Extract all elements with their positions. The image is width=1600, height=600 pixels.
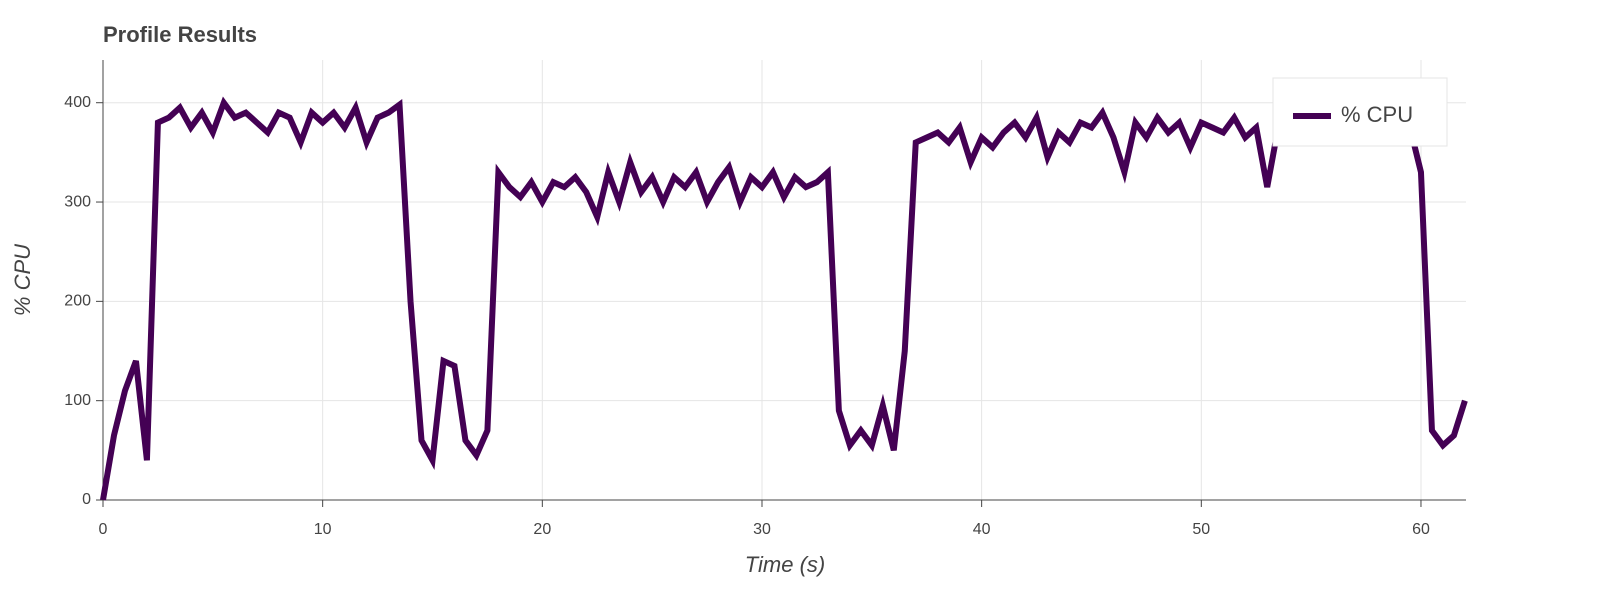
legend-label: % CPU [1341, 102, 1413, 127]
y-tick-label: 100 [64, 392, 91, 409]
y-tick-label: 200 [64, 293, 91, 310]
y-tick-label: 400 [64, 94, 91, 111]
y-tick-label: 300 [64, 193, 91, 210]
x-axis-label: Time (s) [745, 552, 825, 577]
legend-box [1272, 77, 1448, 147]
y-axis-label: % CPU [10, 244, 35, 316]
x-tick-label: 60 [1412, 521, 1430, 538]
chart-title: Profile Results [103, 22, 257, 47]
y-tick-label: 0 [82, 491, 91, 508]
x-tick-label: 40 [973, 521, 991, 538]
x-tick-label: 10 [314, 521, 332, 538]
x-tick-label: 30 [753, 521, 771, 538]
x-tick-label: 20 [533, 521, 551, 538]
data-line [100, 96, 1468, 501]
x-tick-label: 0 [99, 521, 108, 538]
x-tick-label: 50 [1192, 521, 1210, 538]
